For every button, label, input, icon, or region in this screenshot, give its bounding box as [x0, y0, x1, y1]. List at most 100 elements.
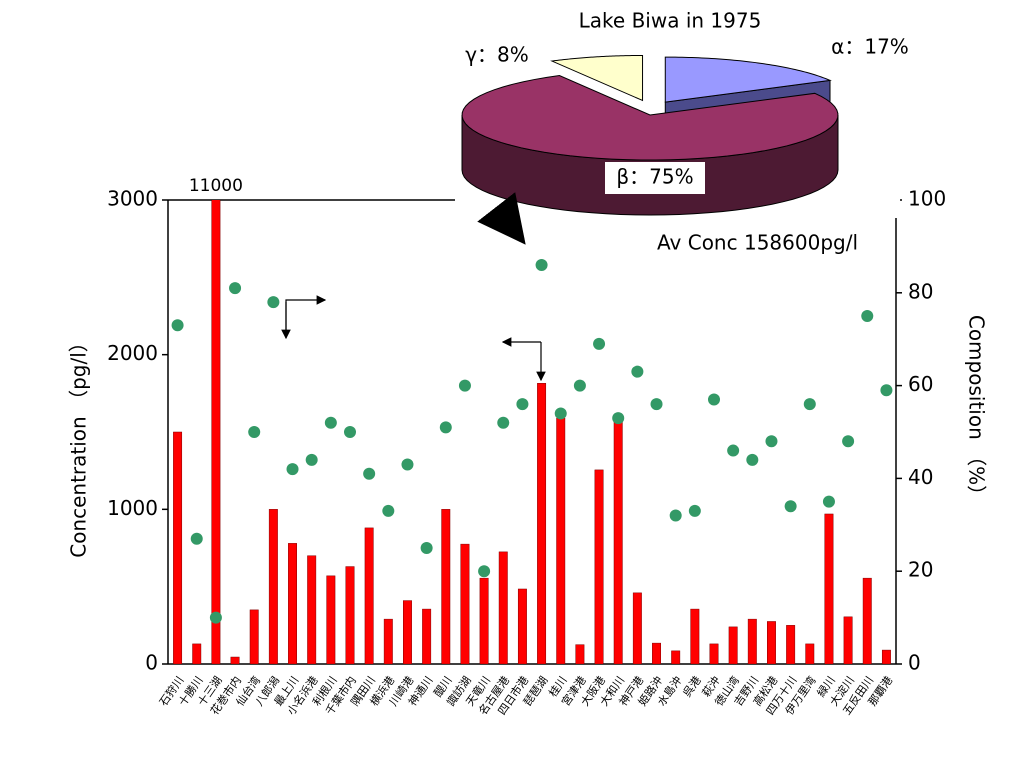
scatter-point [458, 379, 471, 392]
scatter-point [267, 296, 280, 309]
scatter-point [190, 532, 203, 545]
y2-axis-label: Composition （%） [965, 315, 989, 505]
bar [728, 626, 738, 664]
scatter-point [842, 435, 855, 448]
bar [230, 656, 240, 664]
bar [192, 643, 202, 664]
scatter-point [554, 407, 567, 420]
scatter-point [344, 426, 356, 438]
y-tick-label: 0 [145, 651, 158, 675]
scatter-point [612, 412, 625, 425]
scatter-point [478, 565, 491, 578]
bar [805, 643, 815, 664]
pie-label-box [605, 162, 705, 194]
bar [173, 431, 183, 664]
y-axis-label: Concentration （pg/l） [67, 332, 91, 558]
scatter-point [516, 398, 529, 411]
bar [307, 555, 317, 664]
scatter-point [650, 398, 663, 411]
pie-chart: α：17% β：75% γ：8% [447, 35, 909, 216]
pie-slice [664, 56, 832, 103]
y2-tick-label: 60 [908, 372, 933, 396]
pie-label: β：75% [616, 165, 693, 189]
arrow [477, 192, 526, 245]
pie-slice [550, 54, 644, 102]
bar [690, 608, 700, 664]
scatter-point [746, 453, 759, 466]
bar [211, 200, 221, 664]
y2-tick-label: 0 [908, 651, 921, 675]
bar [345, 566, 355, 664]
bar [479, 577, 489, 664]
scatter-point [324, 416, 337, 429]
pie-label: γ：8% [465, 43, 529, 67]
bar [824, 513, 834, 664]
pie-label-box [447, 40, 547, 72]
bar [613, 419, 623, 664]
bar [556, 417, 566, 664]
scatter-point [363, 467, 376, 480]
pie-slice [461, 75, 839, 161]
bar [268, 509, 278, 664]
scatter-point [593, 337, 606, 350]
scatter-point [669, 509, 682, 522]
bar [441, 509, 451, 664]
bar [671, 650, 681, 664]
bar [537, 383, 547, 664]
scatter-point [535, 258, 548, 271]
scatter-point [248, 426, 261, 438]
pie-label: α：17% [831, 35, 909, 59]
scatter-point [209, 611, 222, 624]
bar [326, 575, 336, 664]
data-label: 11000 [189, 176, 243, 196]
y2-tick-label: 100 [908, 187, 946, 211]
scatter-point [439, 421, 452, 434]
bar [383, 618, 393, 664]
bar [460, 543, 470, 664]
bar [862, 577, 872, 664]
scatter-point [497, 416, 510, 429]
scatter-point [573, 379, 586, 392]
scatter-point [822, 495, 835, 508]
scatter-point [286, 463, 299, 476]
bar [403, 600, 412, 664]
bar [575, 644, 585, 664]
scatter-point [171, 319, 184, 332]
bar [249, 609, 259, 664]
scatter-point [420, 542, 433, 554]
bar [652, 642, 661, 664]
y-tick-label: 3000 [107, 187, 158, 211]
scatter-point [861, 310, 874, 322]
bar [498, 551, 508, 664]
scatter-point [382, 504, 395, 517]
scatter-point [784, 500, 797, 513]
bar [843, 616, 853, 664]
scatter-point [727, 444, 740, 457]
scatter-point [401, 458, 414, 471]
y2-tick-label: 40 [908, 465, 933, 489]
scatter-point [305, 453, 318, 466]
bar [517, 588, 527, 664]
scatter-point [708, 393, 720, 406]
bar [881, 649, 891, 664]
scatter-point [631, 365, 644, 378]
bar [632, 592, 642, 664]
pie-title: Lake Biwa in 1975 [579, 9, 762, 33]
x-tick-label: 呉港 [680, 674, 703, 699]
y2-tick-label: 20 [908, 558, 933, 582]
scatter-point [688, 504, 701, 517]
bar [786, 625, 796, 664]
bar [364, 527, 374, 664]
arrow [285, 295, 327, 335]
scatter-point [229, 282, 242, 295]
y-tick-label: 1000 [107, 496, 158, 520]
y-tick-label: 2000 [107, 341, 158, 365]
scatter-point [880, 384, 893, 397]
scatter-point [765, 435, 778, 448]
annotation: Av Conc 158600pg/l [657, 231, 858, 255]
bar [767, 621, 776, 664]
y2-tick-label: 80 [908, 279, 933, 303]
bars [173, 200, 891, 664]
bar [594, 469, 604, 664]
